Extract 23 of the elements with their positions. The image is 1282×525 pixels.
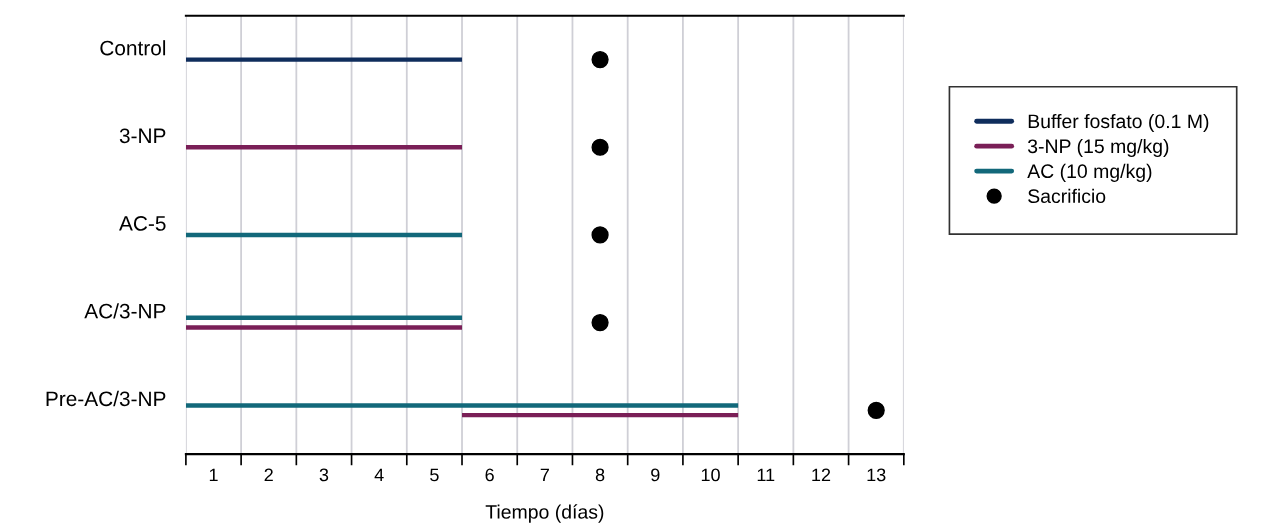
y-tick-label: 3-NP <box>119 128 166 144</box>
x-tick-label: 3 <box>319 468 329 482</box>
y-tick-label: AC-5 <box>119 216 166 231</box>
y-tick-label: Control <box>100 40 166 56</box>
legend-label: 3-NP (15 mg/kg) <box>1027 138 1169 158</box>
x-tick-label: 5 <box>430 468 439 482</box>
x-tick-label: 11 <box>757 468 775 482</box>
x-tick-label: 10 <box>701 468 720 482</box>
x-axis-title: Tiempo (días) <box>485 504 604 523</box>
legend-label: Buffer fosfato (0.1 M) <box>1028 113 1209 133</box>
y-tick-label: AC/3-NP <box>84 303 166 319</box>
x-tick-label: 13 <box>867 468 886 482</box>
x-tick-label: 1 <box>209 468 218 482</box>
x-tick-label: 7 <box>540 468 549 482</box>
x-tick-label: 8 <box>595 468 605 482</box>
legend-label: Sacrificio <box>1028 188 1106 204</box>
x-tick-label: 4 <box>374 468 384 482</box>
y-tick-label: Pre-AC/3-NP <box>46 390 166 407</box>
x-tick-label: 2 <box>264 468 273 482</box>
x-tick-label: 6 <box>485 468 494 482</box>
x-tick-label: 9 <box>651 468 660 482</box>
legend-label: AC (10 mg/kg) <box>1027 163 1152 182</box>
x-tick-label: 12 <box>812 468 831 482</box>
